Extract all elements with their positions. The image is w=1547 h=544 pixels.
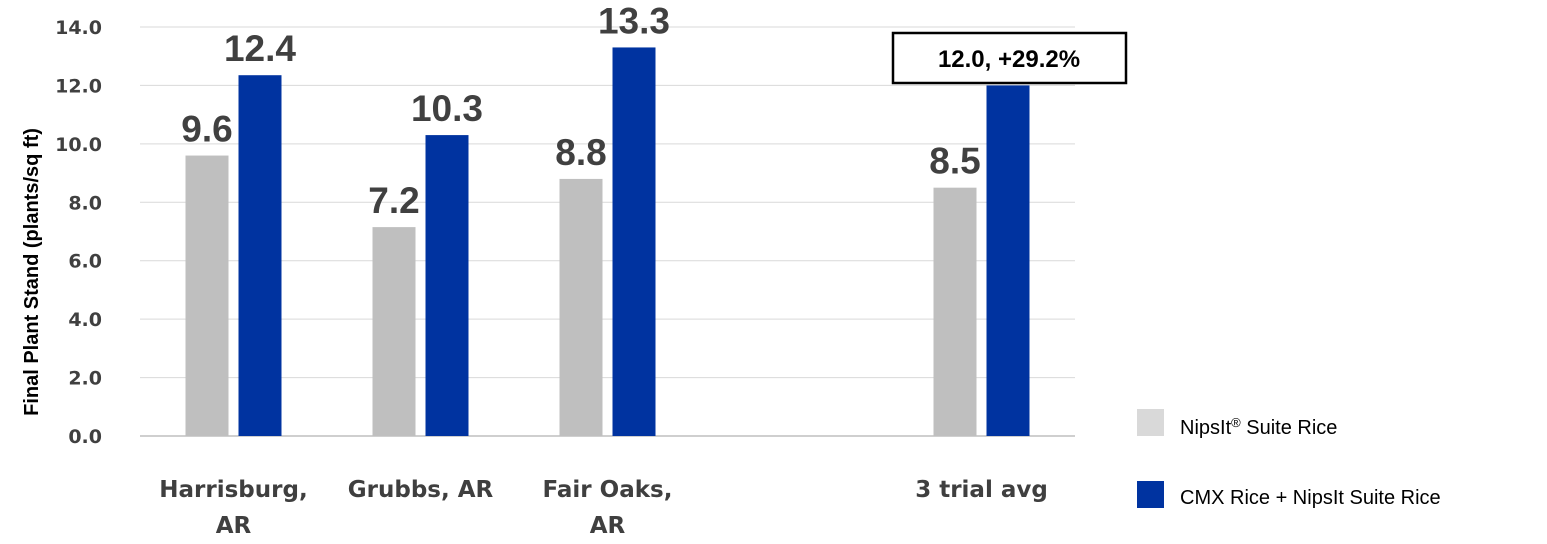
y-tick-label: 10.0 <box>55 134 102 156</box>
y-tick-label: 2.0 <box>68 368 102 390</box>
y-axis-ticks: 0.0 2.0 4.0 6.0 8.0 10.0 12.0 14.0 <box>55 17 102 448</box>
bar-cmx-1 <box>425 135 469 437</box>
legend-label-cmx: CMX Rice + NipsIt Suite Rice <box>1180 487 1441 509</box>
bar-nipsit-0 <box>185 155 229 437</box>
legend-swatch-nipsit <box>1137 409 1164 436</box>
data-label: 9.6 <box>181 109 232 150</box>
y-tick-label: 4.0 <box>68 309 102 331</box>
data-label: 12.4 <box>224 28 296 69</box>
data-labels: 9.6 7.2 8.8 8.5 12.4 10.3 13.3 <box>181 0 980 221</box>
bar-cmx-0 <box>238 75 282 436</box>
y-tick-label: 0.0 <box>68 426 102 448</box>
x-category-label: AR <box>216 513 252 539</box>
data-label: 13.3 <box>598 0 670 41</box>
bar-cmx-4 <box>986 85 1030 436</box>
x-category-label: AR <box>590 513 626 539</box>
annotation-callout: 12.0, +29.2% <box>891 31 1128 85</box>
annotation-box <box>891 31 1128 85</box>
y-tick-label: 12.0 <box>55 75 102 97</box>
legend: NipsIt® Suite Rice CMX Rice + NipsIt Sui… <box>1137 409 1441 509</box>
bar-nipsit-1 <box>372 227 416 436</box>
y-tick-label: 8.0 <box>68 192 102 214</box>
annotation-text: 12.0, +29.2% <box>938 46 1080 73</box>
y-tick-label: 6.0 <box>68 251 102 273</box>
data-label: 7.2 <box>368 180 419 221</box>
bar-cmx-2 <box>612 47 656 436</box>
x-category-label: Grubbs, AR <box>348 477 494 503</box>
y-tick-label: 14.0 <box>55 17 102 39</box>
data-label: 10.3 <box>411 88 483 129</box>
bars <box>185 47 1030 437</box>
legend-label-nipsit: NipsIt® Suite Rice <box>1180 415 1337 440</box>
x-category-label: Fair Oaks, <box>543 477 673 503</box>
legend-swatch-cmx <box>1137 481 1164 508</box>
x-category-label: 3 trial avg <box>915 477 1048 503</box>
x-axis-categories: Harrisburg, AR Grubbs, AR Fair Oaks, AR 3 tri… <box>159 477 1048 539</box>
bar-nipsit-4 <box>933 187 977 436</box>
data-label: 8.5 <box>929 141 980 182</box>
data-label: 8.8 <box>555 132 606 173</box>
y-axis-label: Final Plant Stand (plants/sq ft) <box>21 128 43 416</box>
bar-nipsit-2 <box>559 178 603 436</box>
x-category-label: Harrisburg, <box>159 477 307 503</box>
gridlines <box>140 26 1075 437</box>
